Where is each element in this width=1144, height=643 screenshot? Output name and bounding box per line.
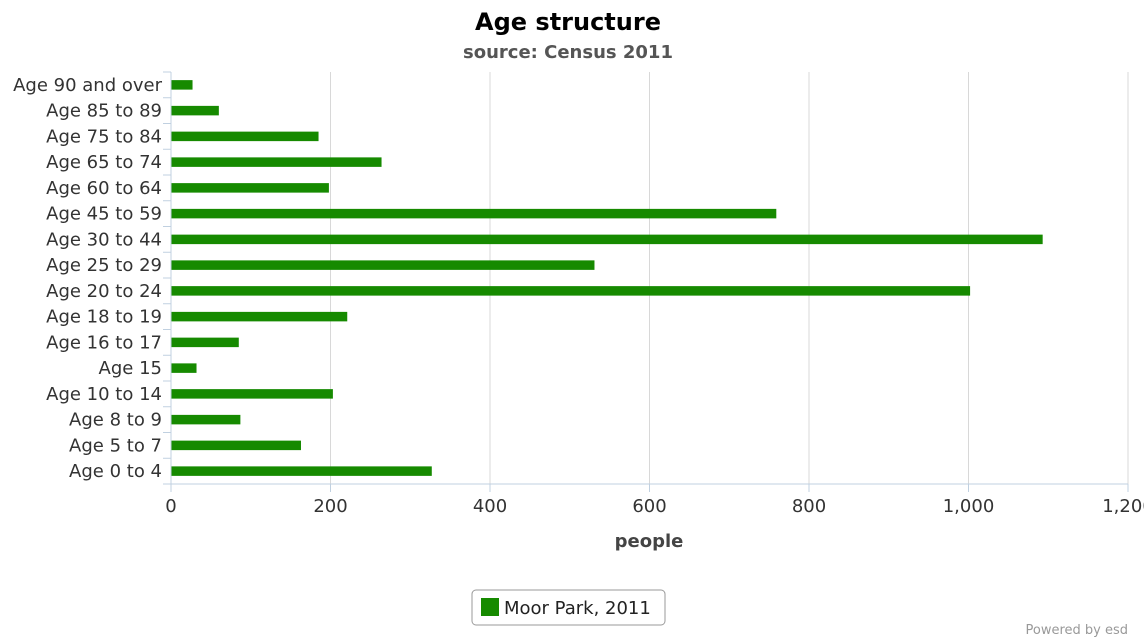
y-tick-label: Age 20 to 24: [46, 281, 162, 302]
y-tick-label: Age 5 to 7: [69, 435, 162, 456]
bar[interactable]: [171, 183, 329, 193]
bar[interactable]: [171, 414, 241, 425]
x-tick-label: 400: [473, 496, 507, 517]
y-tick-label: Age 60 to 64: [46, 178, 162, 199]
bar[interactable]: [171, 337, 239, 348]
bar[interactable]: [171, 286, 971, 296]
y-tick-label: Age 0 to 4: [69, 461, 162, 482]
x-tick-label: 200: [313, 496, 347, 517]
x-tick-label: 800: [792, 496, 826, 517]
legend-swatch: [481, 598, 499, 616]
bar[interactable]: [171, 105, 219, 116]
y-tick-label: Age 85 to 89: [46, 101, 162, 122]
bar[interactable]: [171, 363, 197, 373]
y-tick-label: Age 45 to 59: [46, 204, 162, 225]
x-tick-label: 1,000: [943, 496, 995, 517]
bar[interactable]: [171, 157, 382, 167]
bar[interactable]: [171, 131, 319, 142]
x-axis: 0 200 400 600 800 1,000 1,200: [165, 483, 1144, 517]
legend-label: Moor Park, 2011: [504, 598, 651, 619]
credit-text[interactable]: Powered by esd: [1025, 623, 1128, 638]
y-tick-label: Age 15: [99, 358, 162, 379]
bar[interactable]: [171, 234, 1043, 245]
bar[interactable]: [171, 440, 301, 451]
bar[interactable]: [171, 466, 432, 476]
legend[interactable]: Moor Park, 2011: [471, 589, 666, 626]
bar[interactable]: [171, 260, 595, 270]
y-tick-label: Age 30 to 44: [46, 229, 162, 250]
chart-title: Age structure: [475, 8, 661, 36]
y-tick-label: Age 90 and over: [13, 75, 162, 96]
legend-box: [471, 589, 666, 626]
bar[interactable]: [171, 311, 348, 322]
x-tick-label: 600: [632, 496, 666, 517]
y-tick-label: Age 65 to 74: [46, 152, 162, 173]
bar[interactable]: [171, 208, 777, 219]
y-tick-label: Age 18 to 19: [46, 307, 162, 328]
y-axis: Age 90 and over Age 85 to 89 Age 75 to 84 A…: [13, 71, 172, 485]
y-tick-label: Age 25 to 29: [46, 255, 162, 276]
x-tick-label: 1,200: [1102, 496, 1144, 517]
bar-series: [171, 80, 1043, 476]
grid-lines: [330, 72, 1129, 484]
x-axis-title: people: [615, 531, 684, 552]
y-tick-label: Age 16 to 17: [46, 332, 162, 353]
x-tick-label: 0: [165, 496, 176, 517]
y-tick-label: Age 8 to 9: [69, 410, 162, 431]
y-tick-label: Age 10 to 14: [46, 384, 162, 405]
bar[interactable]: [171, 389, 333, 399]
y-tick-label: Age 75 to 84: [46, 126, 162, 147]
bar[interactable]: [171, 80, 193, 90]
chart-subtitle: source: Census 2011: [463, 42, 673, 63]
